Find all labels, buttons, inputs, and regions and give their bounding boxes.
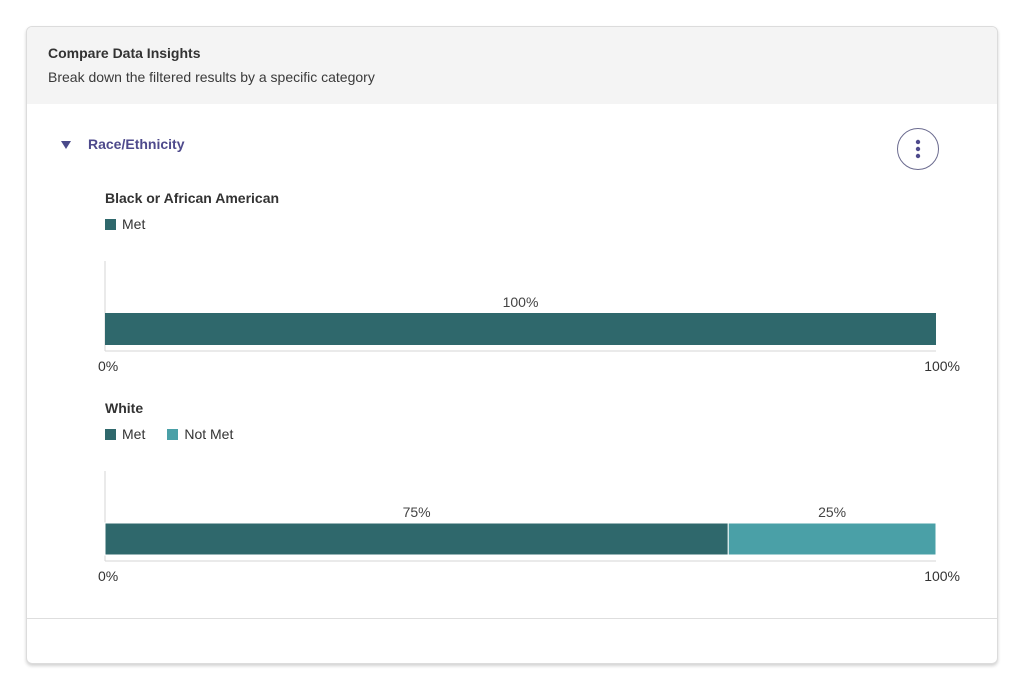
legend-label-met: Met: [122, 216, 146, 232]
x-tick-label-min: 0%: [98, 568, 118, 584]
data-label: 100%: [503, 294, 539, 310]
caret-down-icon: [61, 141, 71, 149]
legend-label-not-met: Not Met: [184, 426, 234, 442]
bar-segment-met[interactable]: [104, 522, 729, 556]
bar-segment-met[interactable]: [105, 313, 936, 345]
chart-black-african-american: Black or African American Met 100% 0% 100%: [27, 190, 997, 380]
chart-title: Black or African American: [105, 190, 280, 206]
x-tick-label-min: 0%: [98, 358, 118, 374]
bar-chart-svg: 75% 25% 0% 100%: [98, 471, 960, 584]
data-label: 75%: [403, 504, 431, 520]
legend-item-met: Met: [105, 426, 145, 442]
legend-item-met: Met: [105, 216, 145, 232]
card-subtitle: Break down the filtered results by a spe…: [48, 69, 375, 85]
chart-legend: Met Not Met: [105, 426, 255, 442]
race-ethnicity-toggle[interactable]: Race/Ethnicity: [61, 136, 184, 152]
bar-segment-not-met[interactable]: [727, 522, 937, 556]
kebab-vertical-icon: [915, 139, 921, 159]
section-title: Race/Ethnicity: [88, 136, 185, 152]
bar-chart-svg: 100% 0% 100%: [98, 261, 960, 374]
data-label: 25%: [818, 504, 846, 520]
x-tick-label-max: 100%: [924, 568, 960, 584]
legend-label-met: Met: [122, 426, 146, 442]
legend-item-not-met: Not Met: [167, 426, 233, 442]
footer-divider: [27, 618, 997, 619]
more-options-button[interactable]: [897, 128, 939, 170]
chart-title: White: [105, 400, 144, 416]
x-tick-label-max: 100%: [924, 358, 960, 374]
card-title: Compare Data Insights: [48, 45, 201, 61]
card-header: Compare Data Insights Break down the fil…: [27, 27, 997, 104]
chart-legend: Met: [105, 216, 167, 232]
legend-swatch-met: [105, 218, 116, 230]
compare-data-insights-card: Compare Data Insights Break down the fil…: [26, 26, 998, 664]
chart-white: White Met Not Met 75% 25% 0% 100%: [27, 400, 997, 590]
legend-swatch-met: [105, 428, 116, 440]
legend-swatch-not-met: [167, 428, 179, 440]
